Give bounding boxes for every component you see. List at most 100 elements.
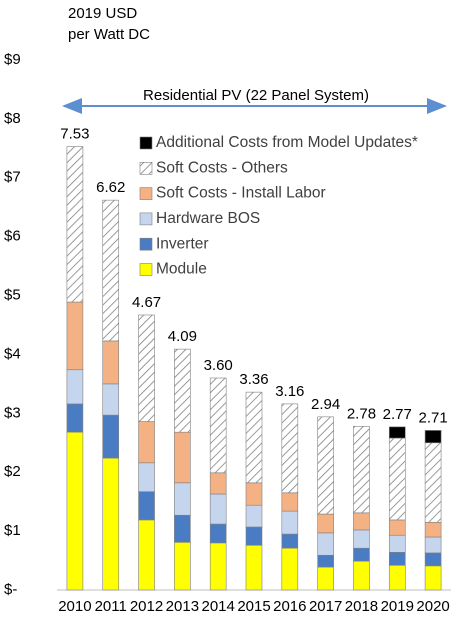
legend-swatch xyxy=(139,136,153,150)
bar-segment xyxy=(424,521,442,538)
bar-segment xyxy=(317,416,334,515)
total-label: 2.71 xyxy=(418,409,447,426)
y-tick-label: $2 xyxy=(4,463,21,480)
bar-segment xyxy=(353,560,370,591)
bar-segment xyxy=(353,425,370,514)
bar-segment xyxy=(424,430,442,444)
bar-segment xyxy=(388,437,406,521)
y-tick-label: $8 xyxy=(4,110,21,127)
bar-segment xyxy=(138,519,155,591)
bar-segment xyxy=(245,504,263,528)
bar-segment xyxy=(245,391,263,484)
bar-segment xyxy=(281,510,299,535)
bar-segment xyxy=(388,534,406,553)
bar-segment xyxy=(353,512,370,531)
bar-segment xyxy=(102,199,120,342)
total-label: 4.67 xyxy=(132,294,161,311)
y-axis-title: per Watt DC xyxy=(68,26,150,43)
bar-segment xyxy=(138,491,155,521)
bar-segment xyxy=(209,377,227,474)
bar-segment xyxy=(66,146,84,303)
bar-segment xyxy=(281,547,299,591)
bar-segment xyxy=(424,536,442,554)
bar-segment xyxy=(353,529,370,549)
total-label: 3.16 xyxy=(275,383,304,400)
total-label: 4.09 xyxy=(168,328,197,345)
bar-segment xyxy=(424,552,442,567)
total-label: 6.62 xyxy=(96,179,125,196)
bar-segment xyxy=(174,348,191,433)
bar-segment xyxy=(102,340,120,385)
bar-segment xyxy=(174,431,191,484)
legend-swatch xyxy=(139,162,153,175)
bar-segment xyxy=(102,383,120,416)
x-tick-label: 2012 xyxy=(130,598,163,615)
bar-segment xyxy=(317,566,334,591)
y-tick-label: $9 xyxy=(4,51,21,68)
bar-segment xyxy=(174,514,191,543)
bar-segment xyxy=(317,532,334,556)
bar-segment xyxy=(209,493,227,525)
y-tick-label: $3 xyxy=(4,404,21,421)
y-axis-title: 2019 USD xyxy=(68,5,137,22)
total-label: 2.78 xyxy=(347,405,376,422)
x-tick-label: 2011 xyxy=(95,598,127,615)
bar-segment xyxy=(102,457,120,591)
total-label: 3.36 xyxy=(239,371,268,388)
bar-segment xyxy=(174,541,191,591)
bar-segment xyxy=(245,544,263,591)
bar-segment xyxy=(424,565,442,591)
bar-segment xyxy=(317,554,334,568)
bar-segment xyxy=(66,431,84,591)
x-tick-label: 2018 xyxy=(345,598,378,615)
bar-segment xyxy=(281,533,299,549)
bar-segment xyxy=(245,482,263,506)
legend-label: Soft Costs - Install Labor xyxy=(156,185,326,202)
bar-segment xyxy=(281,492,299,512)
bar-segment xyxy=(388,519,406,536)
x-tick-label: 2019 xyxy=(381,598,414,615)
y-tick-label: $6 xyxy=(4,228,21,245)
bar-segment xyxy=(353,547,370,562)
bar-segment xyxy=(388,426,406,439)
y-tick-label: $1 xyxy=(4,522,21,539)
bar-segment xyxy=(209,523,227,544)
x-tick-label: 2020 xyxy=(416,598,449,615)
total-label: 3.60 xyxy=(204,357,233,374)
total-label: 2.94 xyxy=(311,396,340,413)
bar-segment xyxy=(174,482,191,516)
bar-segment xyxy=(388,552,406,566)
y-tick-label: $7 xyxy=(4,169,21,186)
bar-segment xyxy=(138,421,155,464)
x-tick-label: 2010 xyxy=(58,598,91,615)
bar-segment xyxy=(66,403,84,433)
bar-segment xyxy=(138,462,155,492)
bar-segment xyxy=(209,472,227,495)
y-tick-label: $5 xyxy=(4,287,21,304)
legend-swatch xyxy=(139,237,153,251)
x-tick-label: 2014 xyxy=(201,598,234,615)
bar-segment xyxy=(245,526,263,546)
x-tick-label: 2013 xyxy=(166,598,199,615)
bar-segment xyxy=(66,301,84,371)
legend-label: Module xyxy=(156,261,207,278)
x-tick-label: 2016 xyxy=(273,598,306,615)
bar-segment xyxy=(317,513,334,534)
bar-segment xyxy=(138,314,155,422)
legend-swatch xyxy=(139,187,153,200)
bar-segment xyxy=(281,403,299,494)
annotation: Residential PV (22 Panel System) xyxy=(143,87,369,104)
total-label: 7.53 xyxy=(60,126,89,143)
bar-segment xyxy=(66,369,84,405)
bar-segment xyxy=(388,564,406,591)
bar-segment xyxy=(424,442,442,523)
legend-label: Hardware BOS xyxy=(156,210,260,227)
legend-label: Additional Costs from Model Updates* xyxy=(156,134,418,151)
y-tick-label: $- xyxy=(4,581,17,598)
legend-swatch xyxy=(139,212,153,226)
x-tick-label: 2017 xyxy=(309,598,342,615)
legend-swatch xyxy=(139,263,153,276)
total-label: 2.77 xyxy=(383,406,412,423)
legend-label: Soft Costs - Others xyxy=(156,159,288,176)
